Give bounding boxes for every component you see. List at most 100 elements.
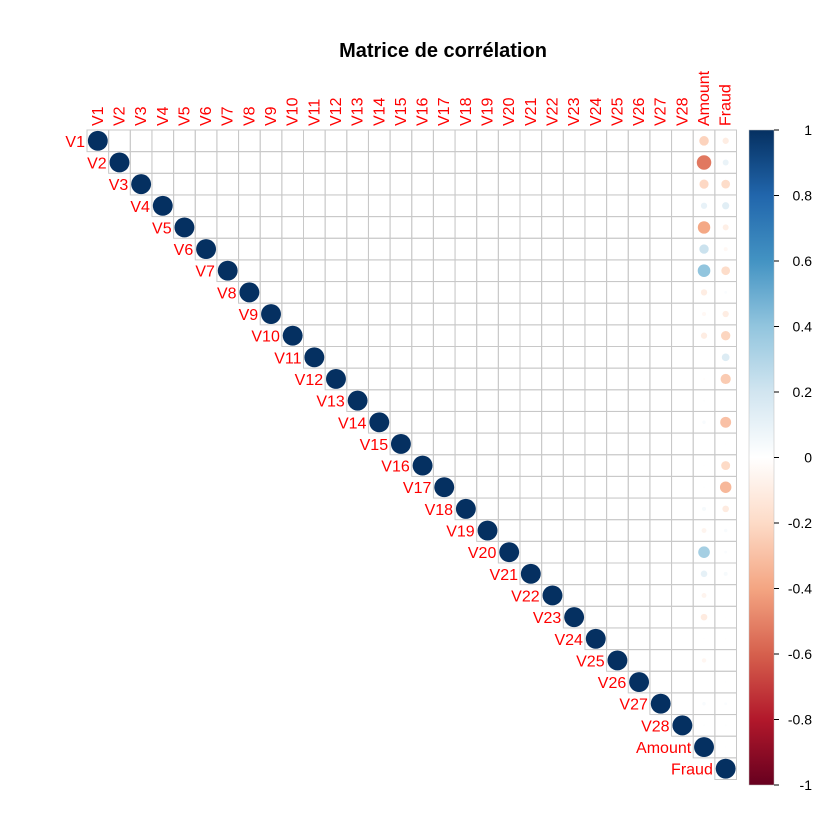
row-label: V14 xyxy=(338,415,367,432)
grid-cell xyxy=(367,281,391,304)
grid-cell xyxy=(671,519,694,542)
grid-cell xyxy=(541,367,564,391)
grid-cell xyxy=(671,540,694,564)
grid-cell xyxy=(671,475,694,499)
grid-cell xyxy=(541,562,564,586)
row-label: V6 xyxy=(174,242,194,259)
grid-cell xyxy=(627,237,651,261)
grid-cell xyxy=(173,129,196,153)
grid-cell xyxy=(497,454,521,477)
correlation-circle xyxy=(607,650,628,671)
correlation-circle xyxy=(698,546,710,558)
grid-cell xyxy=(346,129,369,153)
grid-cell xyxy=(519,454,543,477)
grid-cell xyxy=(238,129,261,153)
correlation-circle xyxy=(564,607,585,628)
grid-cell xyxy=(259,281,283,304)
colorbar-tick-label: -0.8 xyxy=(788,712,812,728)
grid-cell xyxy=(389,346,413,369)
grid-cell xyxy=(671,216,694,239)
grid-cell xyxy=(367,324,391,348)
grid-cell xyxy=(541,281,564,304)
grid-cell xyxy=(476,454,499,477)
grid-cell xyxy=(151,129,175,153)
grid-cell xyxy=(541,194,564,218)
grid-cell xyxy=(346,281,369,304)
correlation-circle xyxy=(724,550,728,554)
row-label: V28 xyxy=(641,718,670,735)
row-label: V9 xyxy=(239,307,259,324)
correlation-circle xyxy=(725,681,727,683)
correlation-circle xyxy=(174,217,195,238)
grid-cell xyxy=(519,432,543,456)
grid-cell xyxy=(606,605,629,629)
grid-cell xyxy=(584,259,608,283)
correlation-circle xyxy=(715,758,736,779)
grid-cell xyxy=(584,172,608,196)
row-label: V21 xyxy=(490,567,519,584)
grid-cell xyxy=(671,649,694,672)
correlation-circle xyxy=(239,282,260,303)
correlation-circle xyxy=(703,377,706,380)
grid-cell xyxy=(519,151,543,174)
grid-cell xyxy=(649,649,673,672)
grid-cell xyxy=(367,151,391,174)
correlation-circle xyxy=(499,542,520,563)
grid-cell xyxy=(671,454,694,477)
grid-cell xyxy=(649,627,673,651)
column-labels: V1 V2 V3 V4 V5 V6 V7 V8 V9 V10 V11 V12 V13 V14 V15 V16 V… xyxy=(90,70,735,126)
grid-cell xyxy=(562,129,586,153)
grid-cell xyxy=(627,216,651,239)
grid-cell xyxy=(432,389,456,412)
correlation-circle xyxy=(703,638,705,640)
grid-cell xyxy=(649,497,673,521)
column-label: V28 xyxy=(674,97,691,126)
grid-cell xyxy=(671,562,694,586)
correlation-circle xyxy=(724,702,728,706)
grid-cell xyxy=(476,151,499,174)
correlation-circle xyxy=(721,179,731,189)
grid-cell xyxy=(432,259,456,283)
grid-cell xyxy=(476,475,499,499)
grid-cell xyxy=(606,237,629,261)
correlation-circle xyxy=(282,325,303,346)
grid-cell xyxy=(519,367,543,391)
grid-cell xyxy=(627,367,651,391)
correlation-circle xyxy=(697,264,711,278)
grid-cell xyxy=(454,454,478,477)
grid-cell xyxy=(584,324,608,348)
grid-cell xyxy=(541,497,564,521)
grid-cell xyxy=(584,194,608,218)
row-label: V15 xyxy=(360,437,389,454)
grid-cell xyxy=(173,172,196,196)
correlation-circle xyxy=(703,724,706,727)
correlation-circle xyxy=(724,724,727,727)
correlation-circle xyxy=(585,628,606,649)
grid-cell xyxy=(606,540,629,564)
grid-cell xyxy=(411,216,434,239)
grid-cell xyxy=(606,367,629,391)
grid-cell xyxy=(259,237,283,261)
grid-cell xyxy=(584,410,608,434)
grid-cell xyxy=(584,129,608,153)
colorbar-tick-label: 0 xyxy=(804,450,812,466)
grid-cell xyxy=(324,346,348,369)
grid-cell xyxy=(606,129,629,153)
grid-cell xyxy=(562,259,586,283)
grid-cell xyxy=(606,281,629,304)
row-label: Fraud xyxy=(671,762,713,779)
grid-cell xyxy=(519,389,543,412)
correlation-circle xyxy=(477,520,498,541)
grid-cell xyxy=(671,281,694,304)
grid-cell xyxy=(389,172,413,196)
grid-cell xyxy=(671,302,694,326)
column-label: V12 xyxy=(328,97,345,126)
grid-cell xyxy=(367,172,391,196)
column-label: V18 xyxy=(458,97,475,126)
grid-cell xyxy=(584,540,608,564)
grid-cell xyxy=(324,281,348,304)
correlation-circle xyxy=(725,595,726,596)
grid-cell xyxy=(476,432,499,456)
column-label: V10 xyxy=(285,97,302,126)
grid-cell xyxy=(216,237,240,261)
